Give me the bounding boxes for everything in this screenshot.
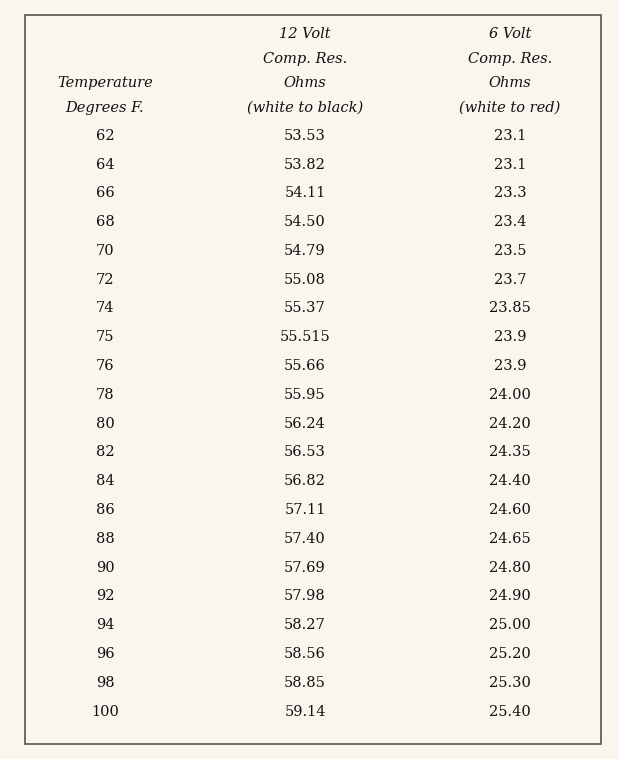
- Text: 64: 64: [96, 158, 115, 172]
- Text: 24.65: 24.65: [489, 532, 531, 546]
- Text: Temperature: Temperature: [57, 76, 153, 90]
- Text: 86: 86: [95, 503, 115, 517]
- Text: 25.00: 25.00: [489, 619, 531, 632]
- Text: 54.50: 54.50: [284, 215, 326, 229]
- Text: 78: 78: [96, 388, 115, 402]
- Text: 23.9: 23.9: [494, 359, 526, 373]
- Text: 58.27: 58.27: [284, 619, 326, 632]
- Text: 55.95: 55.95: [284, 388, 326, 402]
- Text: 59.14: 59.14: [284, 704, 326, 719]
- Text: 24.40: 24.40: [489, 474, 531, 488]
- Text: 84: 84: [96, 474, 115, 488]
- Text: 25.40: 25.40: [489, 704, 531, 719]
- Text: 24.20: 24.20: [489, 417, 531, 430]
- FancyBboxPatch shape: [25, 15, 601, 744]
- Text: 24.60: 24.60: [489, 503, 531, 517]
- Text: 23.5: 23.5: [494, 244, 526, 258]
- Text: 23.9: 23.9: [494, 330, 526, 345]
- Text: (white to black): (white to black): [247, 100, 363, 115]
- Text: (white to red): (white to red): [459, 100, 561, 115]
- Text: 25.30: 25.30: [489, 676, 531, 690]
- Text: 23.1: 23.1: [494, 129, 526, 143]
- Text: 74: 74: [96, 301, 115, 316]
- Text: 80: 80: [95, 417, 115, 430]
- Text: 70: 70: [96, 244, 115, 258]
- Text: 57.11: 57.11: [284, 503, 326, 517]
- Text: 92: 92: [96, 590, 115, 603]
- Text: 90: 90: [96, 561, 115, 575]
- Text: 82: 82: [96, 446, 115, 459]
- Text: Comp. Res.: Comp. Res.: [468, 52, 552, 65]
- Text: 23.4: 23.4: [494, 215, 526, 229]
- Text: 54.11: 54.11: [284, 186, 326, 200]
- Text: 23.85: 23.85: [489, 301, 531, 316]
- Text: 53.82: 53.82: [284, 158, 326, 172]
- Text: 24.00: 24.00: [489, 388, 531, 402]
- Text: 100: 100: [91, 704, 119, 719]
- Text: 23.1: 23.1: [494, 158, 526, 172]
- Text: 53.53: 53.53: [284, 129, 326, 143]
- Text: 88: 88: [95, 532, 115, 546]
- Text: 62: 62: [96, 129, 115, 143]
- Text: 23.3: 23.3: [494, 186, 526, 200]
- Text: 54.79: 54.79: [284, 244, 326, 258]
- Text: 57.40: 57.40: [284, 532, 326, 546]
- Text: 57.69: 57.69: [284, 561, 326, 575]
- Text: 55.515: 55.515: [280, 330, 331, 345]
- Text: 12 Volt: 12 Volt: [279, 27, 331, 41]
- Text: 24.80: 24.80: [489, 561, 531, 575]
- Text: 56.82: 56.82: [284, 474, 326, 488]
- Text: Ohms: Ohms: [284, 76, 326, 90]
- Text: 94: 94: [96, 619, 115, 632]
- Text: Ohms: Ohms: [488, 76, 531, 90]
- Text: 98: 98: [96, 676, 115, 690]
- Text: 6 Volt: 6 Volt: [489, 27, 531, 41]
- Text: 72: 72: [96, 272, 115, 287]
- Text: 76: 76: [96, 359, 115, 373]
- Text: 66: 66: [95, 186, 115, 200]
- Text: 56.53: 56.53: [284, 446, 326, 459]
- Text: 57.98: 57.98: [284, 590, 326, 603]
- Text: 58.56: 58.56: [284, 647, 326, 661]
- Text: 25.20: 25.20: [489, 647, 531, 661]
- Text: 68: 68: [95, 215, 115, 229]
- Text: Degrees F.: Degrees F.: [66, 100, 144, 115]
- Text: 58.85: 58.85: [284, 676, 326, 690]
- Text: 24.90: 24.90: [489, 590, 531, 603]
- Text: Comp. Res.: Comp. Res.: [263, 52, 347, 65]
- Text: 56.24: 56.24: [284, 417, 326, 430]
- Text: 23.7: 23.7: [494, 272, 526, 287]
- Text: 75: 75: [96, 330, 115, 345]
- Text: 55.37: 55.37: [284, 301, 326, 316]
- Text: 55.08: 55.08: [284, 272, 326, 287]
- Text: 55.66: 55.66: [284, 359, 326, 373]
- Text: 24.35: 24.35: [489, 446, 531, 459]
- Text: 96: 96: [96, 647, 115, 661]
